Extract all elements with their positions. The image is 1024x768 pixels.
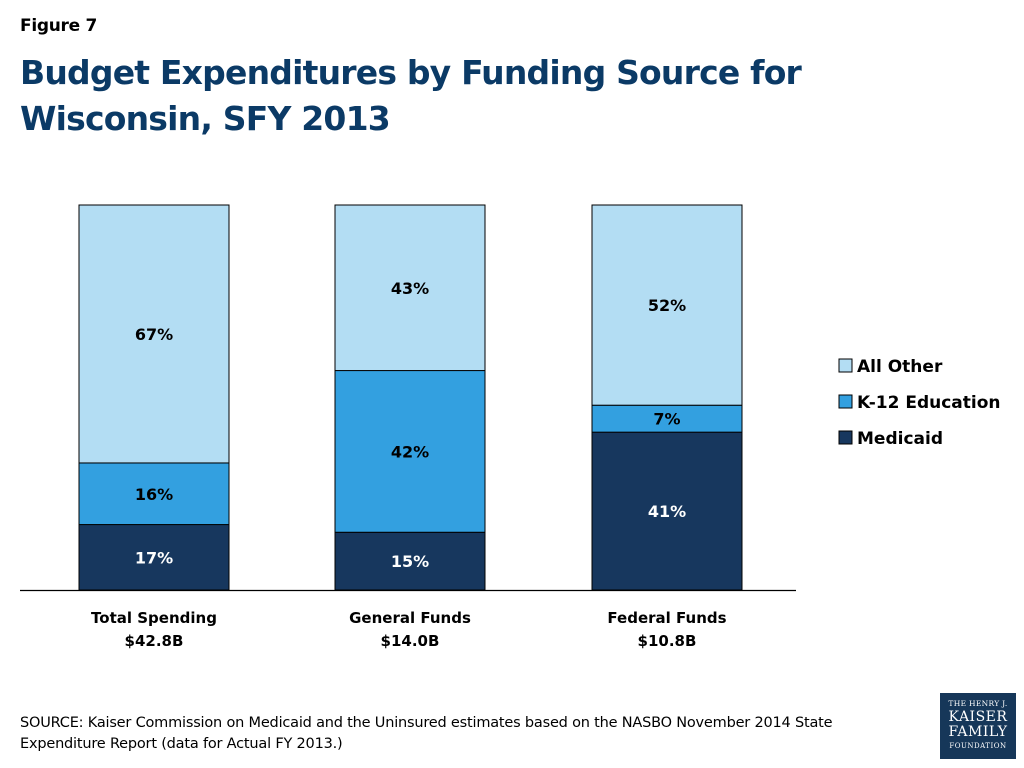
legend-swatch-medicaid bbox=[838, 430, 853, 445]
data-label-k-12-education-3: 7% bbox=[653, 410, 680, 429]
data-label-all-other-2: 43% bbox=[391, 279, 429, 298]
bar-medicaid-1 bbox=[78, 524, 230, 591]
source-note: SOURCE: Kaiser Commission on Medicaid an… bbox=[20, 715, 833, 752]
legend-label-medicaid: Medicaid bbox=[857, 429, 943, 449]
data-label-k-12-education-1: 16% bbox=[135, 485, 173, 504]
data-label-medicaid-2: 15% bbox=[391, 552, 429, 571]
bar-all-other-2 bbox=[334, 204, 486, 372]
legend-swatch-k-12-education bbox=[838, 394, 853, 409]
logo-line-3: FAMILY bbox=[948, 724, 1008, 740]
logo-line-2: KAISER bbox=[948, 709, 1008, 725]
figure-label: Figure 7 bbox=[20, 16, 97, 36]
data-label-medicaid-1: 17% bbox=[135, 548, 173, 567]
legend-label-all-other: All Other bbox=[857, 357, 943, 377]
data-label-all-other-3: 52% bbox=[648, 296, 686, 315]
category-label-2-line-1: General Funds bbox=[349, 609, 471, 627]
kff-logo: THE HENRY J. KAISER FAMILY FOUNDATION bbox=[940, 693, 1016, 759]
chart-title: Budget Expenditures by Funding Source fo… bbox=[20, 53, 802, 138]
category-label-2-line-2: $14.0B bbox=[381, 632, 440, 650]
category-label-1-line-2: $42.8B bbox=[125, 632, 184, 650]
category-label-3-line-2: $10.8B bbox=[638, 632, 697, 650]
bar-all-other-1 bbox=[78, 204, 230, 464]
legend-swatch-all-other bbox=[838, 358, 853, 373]
data-label-all-other-1: 67% bbox=[135, 325, 173, 344]
category-label-1-line-1: Total Spending bbox=[91, 609, 217, 627]
legend-label-k-12-education: K-12 Education bbox=[857, 393, 1001, 413]
bar-k-12-education-1 bbox=[78, 462, 230, 526]
bar-all-other-3 bbox=[591, 204, 743, 406]
logo-line-4: FOUNDATION bbox=[949, 742, 1007, 750]
logo-line-1: THE HENRY J. bbox=[948, 699, 1008, 708]
stacked-bar-chart: 17% 16% 67% 15% 42% 43% 41% 7% 52% Total Spendin… bbox=[20, 204, 1001, 650]
bar-k-12-education-3 bbox=[591, 404, 743, 433]
data-label-k-12-education-2: 42% bbox=[391, 442, 429, 461]
category-label-3-line-1: Federal Funds bbox=[607, 609, 726, 627]
data-label-medicaid-3: 41% bbox=[648, 502, 686, 521]
